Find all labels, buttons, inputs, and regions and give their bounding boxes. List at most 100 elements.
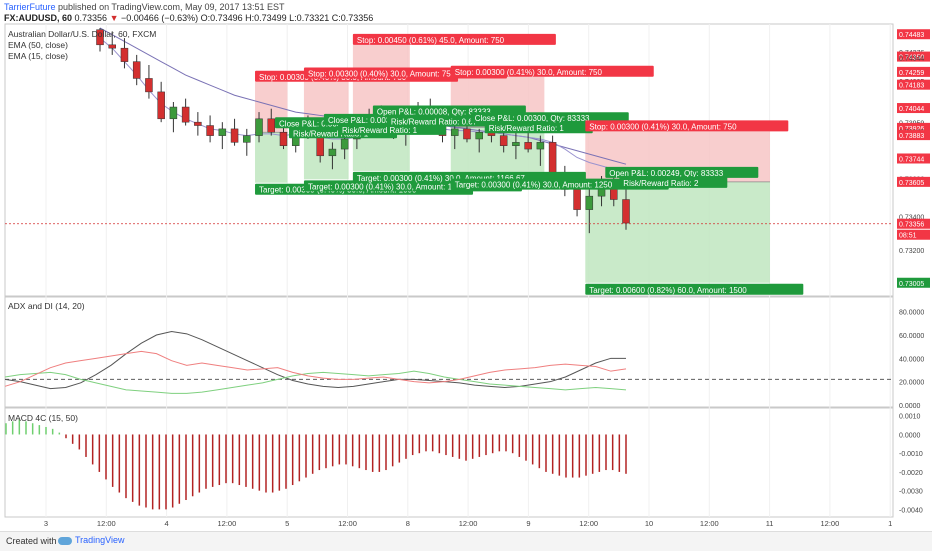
tradingview-cloud-icon bbox=[58, 536, 72, 545]
candle-body bbox=[243, 135, 251, 143]
price-tick-label: 0.73005 bbox=[899, 281, 924, 288]
adx-series-0 bbox=[4, 330, 626, 390]
price-tag-bg bbox=[897, 218, 930, 229]
macd-tick-label: -0.0020 bbox=[899, 470, 923, 477]
price-tick-label: 0.73200 bbox=[899, 248, 924, 255]
price-tick-label: 0.74483 bbox=[899, 32, 924, 39]
price-tag-bg bbox=[897, 153, 930, 164]
rr-label: Risk/Reward Ratio: 0.67 bbox=[391, 117, 478, 126]
candle-body bbox=[316, 135, 324, 157]
time-tick-label: 12:00 bbox=[579, 519, 598, 528]
last-price: 0.73356 bbox=[74, 13, 108, 23]
candle-body bbox=[108, 44, 116, 49]
candle-body bbox=[463, 128, 471, 140]
time-tick-label: 12:00 bbox=[218, 519, 237, 528]
pane-border-0 bbox=[4, 23, 894, 297]
candle-body bbox=[499, 135, 508, 146]
candle-body bbox=[157, 91, 165, 120]
adx-tick-label: 60.0000 bbox=[899, 333, 924, 340]
target-label: Target: 0.00600 (0.82%) 60.0, Amount: 15… bbox=[589, 286, 747, 295]
time-tick-label: 12:00 bbox=[459, 519, 478, 528]
pnl-label: Open P&L: 0.00008, Qty: 83333 bbox=[377, 107, 491, 116]
candle-body bbox=[585, 195, 594, 210]
position-labels: Stop: 0.00300 (0.40%) 30.0, Amount: 750 T… bbox=[255, 33, 804, 295]
candle-body bbox=[169, 106, 178, 120]
adx-title: ADX and DI (14, 20) bbox=[8, 301, 85, 311]
candle-body bbox=[120, 47, 129, 62]
legend-ema15: EMA (15, close) bbox=[8, 51, 68, 61]
candle-body bbox=[181, 106, 190, 123]
pnl-label-bg bbox=[605, 166, 759, 178]
time-tick-label: 4 bbox=[165, 519, 169, 528]
ohlc-values: O:0.73496 H:0.73499 L:0.73321 C:0.73356 bbox=[200, 13, 374, 23]
adx-tick-label: 0.0000 bbox=[899, 403, 921, 410]
macd-title: MACD 4C (15, 50) bbox=[8, 413, 78, 423]
pnl-label: Close P&L: 0.00300, Qty: 83333 bbox=[328, 116, 443, 125]
price-tag-bg bbox=[897, 122, 930, 133]
target-label: Target: 0.00300 (0.41%) 30.0, Amount: 12… bbox=[455, 181, 613, 190]
price-tick-label: 0.73883 bbox=[899, 133, 924, 140]
candle-body bbox=[622, 199, 630, 224]
chart-canvas[interactable]: Stop: 0.00300 (0.40%) 30.0, Amount: 750 T… bbox=[0, 0, 932, 531]
stop-label: Stop: 0.00300 (0.41%) 30.0, Amount: 750 bbox=[589, 122, 737, 131]
time-tick-label: 12:00 bbox=[821, 519, 840, 528]
price-tick-label: 0.73744 bbox=[899, 156, 924, 163]
candle-body bbox=[96, 29, 104, 46]
price-tag-bg bbox=[897, 229, 930, 240]
candle-body bbox=[194, 121, 202, 126]
author-link[interactable]: TarrierFuture bbox=[4, 2, 56, 12]
candle-body bbox=[512, 142, 520, 146]
pnl-label: Close P&L: 0.00300, Qty: 83333 bbox=[475, 114, 590, 123]
pnl-label: Open P&L: 0.00249, Qty: 83333 bbox=[609, 169, 723, 178]
price-tick-label: 08:51 bbox=[899, 233, 917, 240]
macd-tick-label: -0.0040 bbox=[899, 507, 923, 514]
tradingview-brand: TradingView bbox=[75, 535, 125, 545]
price-tick-label: 0.74344 bbox=[899, 56, 924, 63]
macd-tick-label: 0.0000 bbox=[899, 432, 921, 439]
price-tick-label: 0.73605 bbox=[899, 180, 924, 187]
macd-tick-label: -0.0030 bbox=[899, 489, 923, 496]
change-value: −0.00466 (−0.63%) bbox=[121, 13, 199, 23]
stop-label: Stop: 0.00450 (0.61%) 45.0, Amount: 750 bbox=[357, 36, 505, 45]
price-tick-label: 0.73400 bbox=[899, 214, 924, 221]
candle-body bbox=[132, 61, 141, 79]
price-tick-label: 0.74259 bbox=[899, 70, 924, 77]
candle-body bbox=[230, 128, 239, 143]
adx-series-2 bbox=[4, 350, 627, 387]
candle-body bbox=[340, 138, 349, 150]
candle-body bbox=[328, 148, 337, 157]
price-tag-bg bbox=[897, 66, 930, 77]
price-tag-bg bbox=[897, 51, 930, 62]
candle-body bbox=[548, 142, 557, 173]
stop-label: Stop: 0.00300 (0.41%) 30.0, Amount: 750 bbox=[455, 68, 603, 77]
price-axes: 3 12:00 4 12:00 5 12:00 8 12:00 9 12:00 10 12:00 11 1… bbox=[44, 29, 930, 528]
price-tag-bg bbox=[897, 176, 930, 187]
stop-label: Stop: 0.00300 (0.40%) 30.0, Amount: 750 bbox=[308, 69, 456, 78]
price-tag-bg bbox=[897, 29, 930, 40]
tradingview-logo[interactable]: TradingView bbox=[58, 535, 125, 545]
time-tick-label: 12:00 bbox=[97, 519, 116, 528]
rr-label-bg bbox=[619, 176, 728, 188]
time-tick-label: 5 bbox=[285, 519, 289, 528]
target-label: Target: 0.00300 (0.41%) 30.0, Amount: 11… bbox=[357, 174, 526, 183]
pane-border-2 bbox=[4, 407, 894, 518]
time-tick-label: 10 bbox=[645, 519, 653, 528]
candle-body bbox=[267, 118, 276, 133]
candle-body bbox=[573, 189, 581, 210]
price-tag-bg bbox=[897, 277, 930, 288]
change-arrow-icon: ▼ bbox=[109, 13, 119, 23]
rr-label: Risk/Reward Ratio: 2 bbox=[623, 179, 699, 188]
pane-border-1 bbox=[4, 296, 894, 408]
adx-tick-label: 20.0000 bbox=[899, 380, 924, 387]
price-tick-label: 0.73356 bbox=[899, 222, 924, 229]
time-tick-label: 11 bbox=[766, 519, 774, 528]
stop-label-bg bbox=[352, 33, 556, 45]
adx-tick-label: 40.0000 bbox=[899, 356, 924, 363]
price-tick-label: 0.74350 bbox=[899, 55, 924, 62]
time-tick-label: 12:00 bbox=[700, 519, 719, 528]
macd-tick-label: -0.0010 bbox=[899, 451, 923, 458]
candle-body bbox=[279, 132, 288, 146]
time-tick-label: 12:00 bbox=[338, 519, 357, 528]
rr-label: Risk/Reward Ratio: 1 bbox=[489, 124, 565, 133]
price-tag-bg bbox=[897, 130, 930, 141]
